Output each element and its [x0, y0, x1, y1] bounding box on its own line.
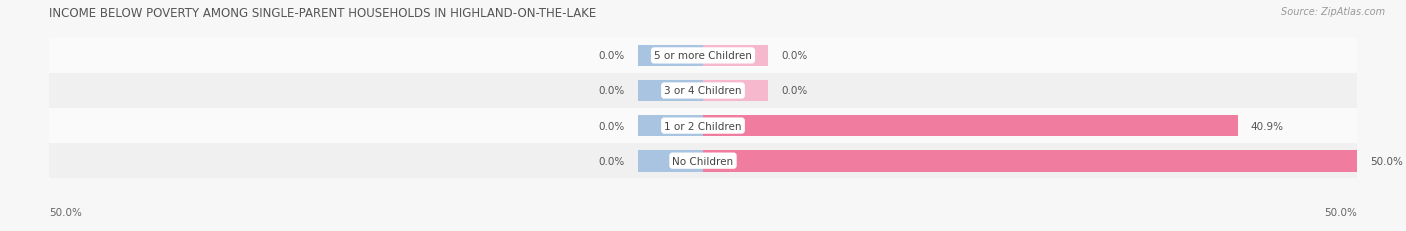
Text: 50.0%: 50.0%: [49, 207, 82, 217]
Bar: [703, 80, 768, 102]
Text: 1 or 2 Children: 1 or 2 Children: [664, 121, 742, 131]
Bar: [638, 150, 703, 172]
Bar: [703, 45, 768, 67]
Bar: [49, 74, 1357, 109]
Text: INCOME BELOW POVERTY AMONG SINGLE-PARENT HOUSEHOLDS IN HIGHLAND-ON-THE-LAKE: INCOME BELOW POVERTY AMONG SINGLE-PARENT…: [49, 7, 596, 20]
Bar: [49, 39, 1357, 74]
Bar: [49, 109, 1357, 143]
Text: No Children: No Children: [672, 156, 734, 166]
Text: Source: ZipAtlas.com: Source: ZipAtlas.com: [1281, 7, 1385, 17]
Text: 0.0%: 0.0%: [599, 156, 624, 166]
Bar: [703, 150, 1357, 172]
Text: 50.0%: 50.0%: [1324, 207, 1357, 217]
Text: 0.0%: 0.0%: [599, 86, 624, 96]
Bar: [638, 115, 703, 137]
Text: 0.0%: 0.0%: [782, 86, 807, 96]
Text: 5 or more Children: 5 or more Children: [654, 51, 752, 61]
Bar: [703, 115, 1237, 137]
Text: 0.0%: 0.0%: [599, 121, 624, 131]
Bar: [49, 143, 1357, 178]
Bar: [638, 80, 703, 102]
Text: 3 or 4 Children: 3 or 4 Children: [664, 86, 742, 96]
Text: 40.9%: 40.9%: [1251, 121, 1284, 131]
Bar: [638, 45, 703, 67]
Text: 50.0%: 50.0%: [1369, 156, 1403, 166]
Text: 0.0%: 0.0%: [599, 51, 624, 61]
Text: 0.0%: 0.0%: [782, 51, 807, 61]
